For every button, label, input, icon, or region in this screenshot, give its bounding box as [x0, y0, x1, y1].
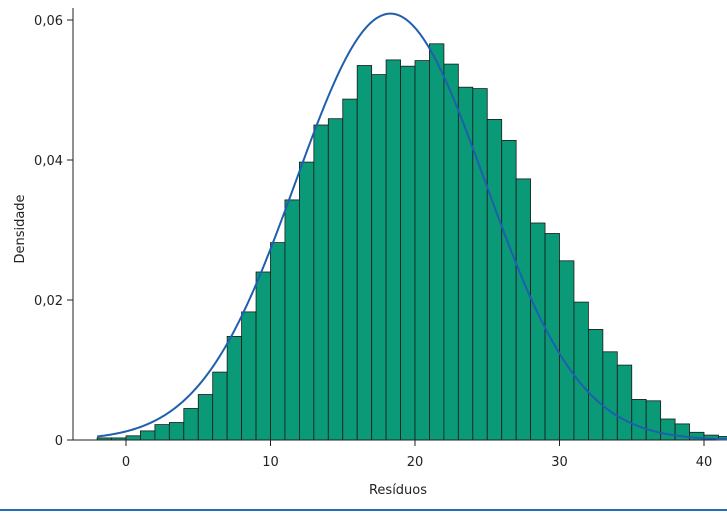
histogram-bar	[385, 59, 401, 441]
histogram-bar	[486, 119, 503, 441]
histogram-bar	[140, 430, 156, 441]
normal-density-curve	[96, 12, 727, 441]
histogram-bar	[212, 371, 228, 441]
histogram-bar	[371, 74, 387, 441]
histogram-bar	[443, 63, 459, 441]
histogram-bar	[573, 301, 589, 441]
histogram-bar	[154, 424, 170, 441]
histogram-bar	[298, 161, 315, 441]
histogram-bar	[414, 60, 430, 441]
histogram-bar	[631, 398, 647, 441]
histogram-bar	[544, 233, 560, 441]
bottom-divider-rule	[0, 509, 727, 511]
y-axis-ticks: 0 0,02 0,04 0,06	[34, 14, 73, 449]
histogram-bar	[270, 242, 286, 441]
x-tick-label: 30	[551, 455, 568, 470]
histogram-bar	[602, 351, 618, 441]
histogram-bar	[197, 394, 214, 441]
x-tick-label: 20	[407, 455, 424, 470]
x-tick-label: 0	[122, 455, 130, 470]
x-tick-label: 10	[262, 455, 279, 470]
histogram-bar	[660, 418, 676, 441]
histogram-bar	[255, 271, 271, 441]
histogram-bar	[588, 328, 604, 441]
histogram-bar	[342, 98, 358, 441]
histogram-bar	[530, 222, 546, 441]
histogram-bar	[125, 435, 141, 441]
y-tick-label: 0,04	[34, 154, 63, 169]
histogram-bar	[356, 65, 373, 441]
histogram-bar	[168, 422, 185, 441]
histogram-bar	[241, 311, 257, 441]
x-axis-ticks: 0 10 20 30 40	[122, 440, 712, 470]
y-tick-label: 0,06	[34, 14, 63, 29]
histogram-bar	[226, 335, 242, 441]
histogram-bar	[501, 139, 517, 441]
histogram-bar	[183, 408, 199, 441]
histogram-bar	[400, 65, 416, 441]
histogram-bar	[616, 364, 633, 441]
x-tick-label: 40	[696, 455, 713, 470]
x-axis-title: Resíduos	[369, 483, 427, 498]
axes: 0 10 20 30 40 0 0,02 0,04 0,06	[34, 8, 716, 470]
y-tick-label: 0	[55, 434, 63, 449]
histogram-bar	[313, 124, 329, 441]
histogram-bar	[327, 118, 344, 441]
histogram-bars	[96, 43, 727, 441]
histogram-bar	[645, 400, 662, 441]
histogram-bar	[284, 199, 300, 441]
histogram-bar	[515, 178, 532, 441]
histogram-bar	[472, 88, 488, 441]
y-axis-title: Densidade	[13, 194, 28, 263]
histogram-bar	[559, 260, 575, 441]
histogram-bar	[429, 43, 445, 441]
y-tick-label: 0,02	[34, 294, 63, 309]
